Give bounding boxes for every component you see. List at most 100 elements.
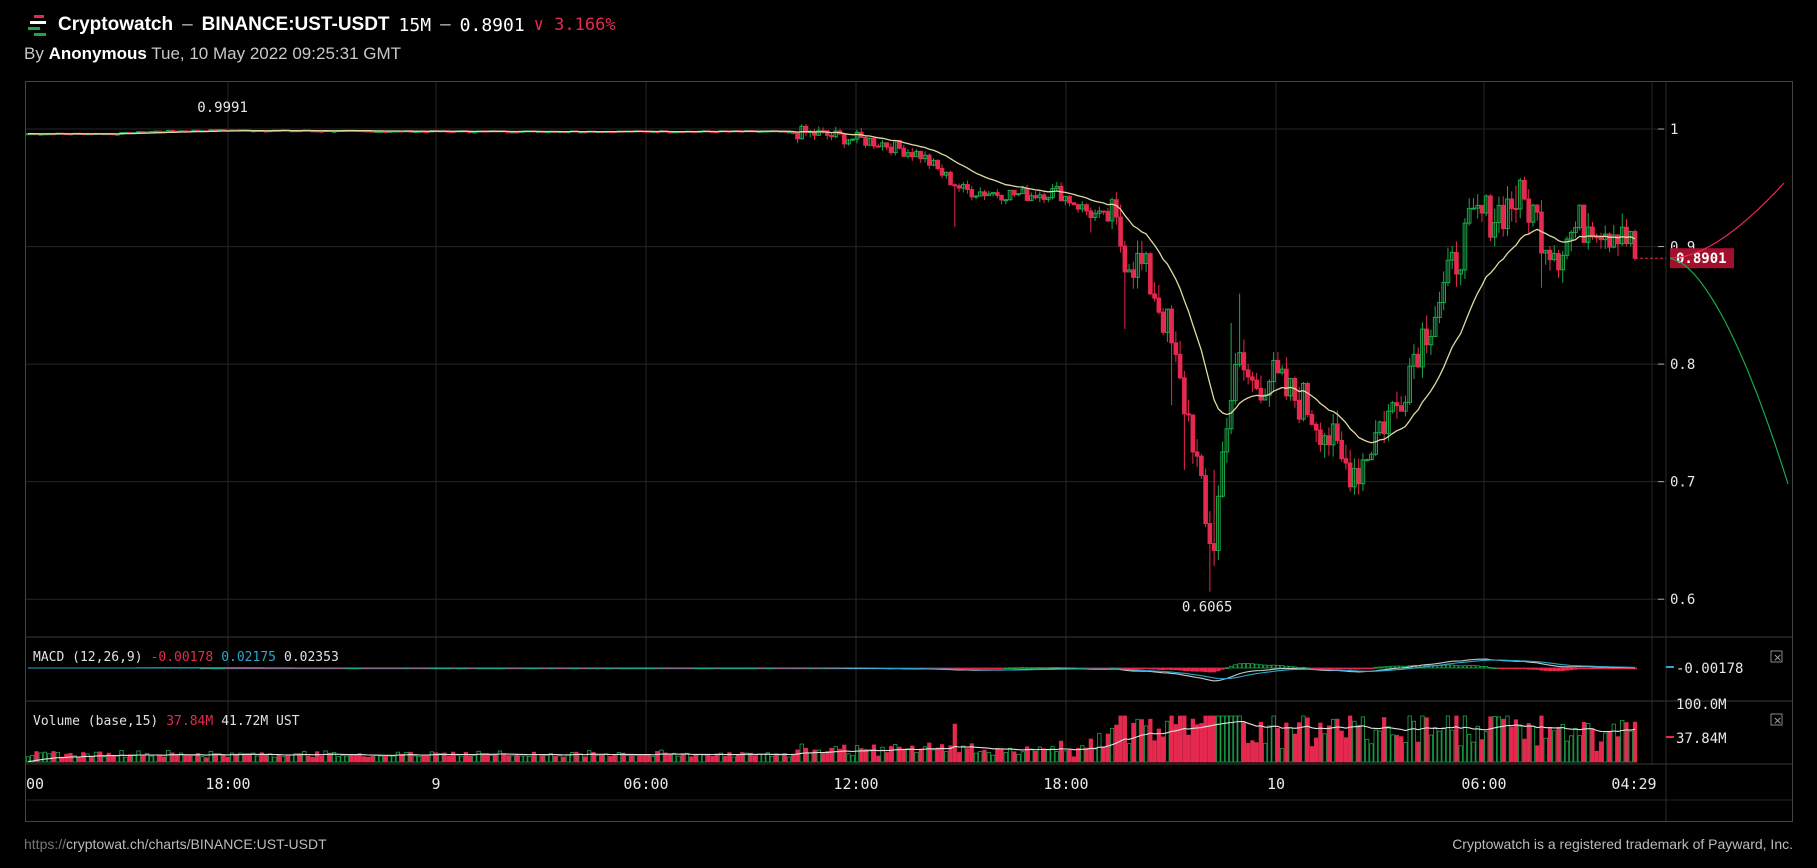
macd-histogram-bar xyxy=(1284,665,1289,669)
macd-histogram-bar xyxy=(1216,667,1221,672)
macd-histogram-bar xyxy=(1178,667,1183,671)
volume-bar xyxy=(1195,724,1200,763)
candle-body xyxy=(1526,198,1532,223)
candle-body xyxy=(914,150,919,158)
candle-body xyxy=(1063,195,1068,202)
candle xyxy=(1594,233,1600,243)
macd-histogram-bar xyxy=(1275,664,1280,669)
candle-body xyxy=(1143,253,1149,265)
candle-body xyxy=(1356,467,1361,485)
macd-histogram-bar xyxy=(1445,664,1451,669)
candle-body xyxy=(1373,432,1378,455)
volume-bar xyxy=(174,754,179,763)
volume-bar xyxy=(1250,740,1255,763)
candle xyxy=(914,149,919,158)
candle xyxy=(1394,391,1400,419)
candle-body xyxy=(1190,414,1196,453)
volume-bar xyxy=(1275,728,1280,763)
candle-body xyxy=(1462,222,1468,271)
volume-bar xyxy=(582,756,588,763)
candle-body xyxy=(1007,189,1013,201)
candle-body xyxy=(1517,179,1523,210)
brand-name[interactable]: Cryptowatch xyxy=(58,14,174,35)
volume-bar xyxy=(990,754,996,763)
volume-current: 37.84M xyxy=(166,714,213,729)
macd-histogram-bar xyxy=(990,667,996,670)
candle-body xyxy=(1449,251,1455,261)
volume-bar xyxy=(1020,751,1025,763)
candle-body xyxy=(1284,368,1289,397)
candle-body xyxy=(1075,204,1081,210)
volume-bar xyxy=(587,750,592,763)
volume-bar xyxy=(1628,730,1633,763)
volume-bar xyxy=(540,754,545,763)
macd-histogram-bar xyxy=(1454,665,1459,669)
volume-bar xyxy=(961,745,966,763)
candle xyxy=(1539,199,1544,288)
candle-body xyxy=(1581,204,1587,243)
candle-body xyxy=(939,168,945,176)
candle-body xyxy=(1577,204,1583,229)
candle xyxy=(1296,386,1302,424)
macd-histogram-bar xyxy=(1037,667,1042,669)
chart-header: Cryptowatch – BINANCE:UST-USDT 15M – 0.8… xyxy=(26,10,616,40)
volume-bar xyxy=(1161,736,1166,763)
macd-histogram-bar xyxy=(1356,667,1361,670)
volume-bar xyxy=(837,748,843,763)
macd-histogram-bar xyxy=(1309,667,1314,670)
volume-bar xyxy=(1450,729,1455,763)
volume-bar xyxy=(98,751,103,763)
macd-legend: MACD (12,26,9) -0.00178 0.02175 0.02353 xyxy=(33,650,339,665)
volume-bar xyxy=(102,756,107,763)
candle xyxy=(982,189,987,200)
volume-bar xyxy=(1024,746,1030,763)
volume-bar xyxy=(208,750,213,763)
volume-bar xyxy=(1564,740,1570,763)
volume-bar xyxy=(1407,715,1412,763)
macd-histogram-bar xyxy=(1301,666,1306,669)
volume-bar xyxy=(425,755,430,763)
volume-bar xyxy=(1246,742,1251,763)
candle xyxy=(1352,458,1357,495)
macd-histogram-bar xyxy=(1263,664,1268,669)
volume-bar xyxy=(1620,719,1625,763)
candle-body xyxy=(1454,251,1459,275)
macd-histogram-bar xyxy=(1220,667,1225,670)
candle xyxy=(922,151,928,163)
candle xyxy=(1458,268,1463,286)
candle xyxy=(1432,306,1438,337)
candle xyxy=(990,192,996,197)
candle-body xyxy=(1131,269,1136,278)
macd-histogram-bar xyxy=(995,667,1000,670)
volume-bar xyxy=(740,752,745,763)
volume-bar xyxy=(1369,743,1374,763)
candle-body xyxy=(1173,342,1179,355)
candle-body xyxy=(1033,195,1038,199)
volume-bar xyxy=(935,747,940,763)
volume-bar xyxy=(68,752,73,763)
macd-histogram-bar xyxy=(1450,664,1455,669)
volume-bar xyxy=(1029,748,1034,763)
volume-bar xyxy=(170,752,175,763)
candle xyxy=(875,143,881,148)
candle-body xyxy=(1279,368,1285,374)
chart-url[interactable]: https://cryptowat.ch/charts/BINANCE:UST-… xyxy=(24,836,327,852)
candle xyxy=(1424,315,1429,354)
candle xyxy=(1543,249,1549,265)
candle-body xyxy=(969,189,975,198)
candle xyxy=(977,187,983,197)
candle-body xyxy=(1271,359,1276,383)
volume-bar xyxy=(553,755,558,763)
volume-bar xyxy=(859,748,864,763)
candle-body xyxy=(1207,523,1213,545)
cryptowatch-logo-icon[interactable] xyxy=(26,13,50,37)
volume-bar xyxy=(1352,720,1357,763)
candle-body xyxy=(1471,207,1476,210)
volume-bar xyxy=(1067,749,1072,763)
volume-bar xyxy=(642,754,647,763)
candle-body xyxy=(854,131,860,140)
volume-bar xyxy=(616,752,622,763)
candle xyxy=(1454,241,1459,287)
candle xyxy=(1437,291,1442,324)
